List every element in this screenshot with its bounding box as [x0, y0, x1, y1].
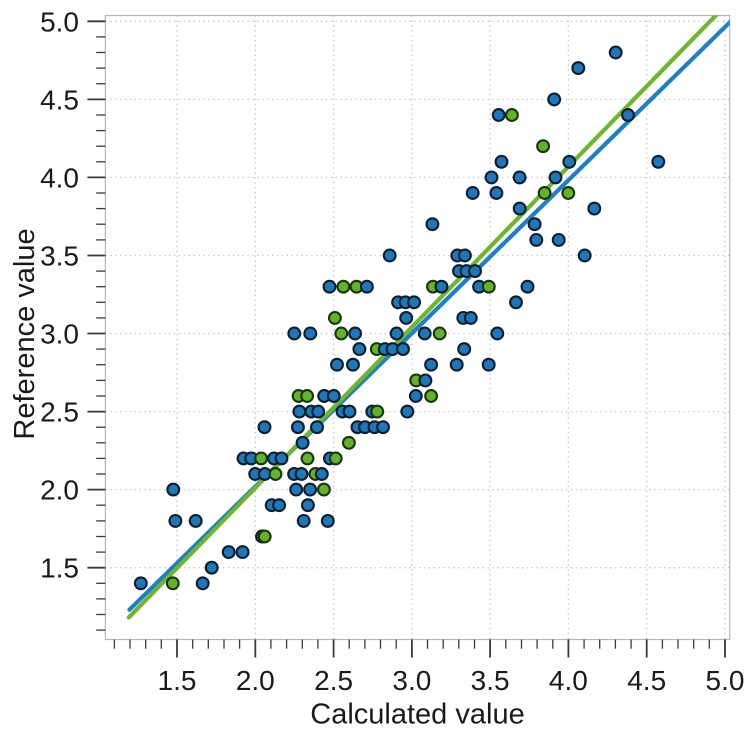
svg-text:5.0: 5.0	[706, 665, 745, 696]
svg-text:Reference value: Reference value	[9, 228, 41, 439]
svg-text:5.0: 5.0	[40, 6, 79, 37]
svg-text:3.5: 3.5	[40, 241, 79, 272]
svg-text:2.0: 2.0	[236, 665, 275, 696]
svg-text:3.5: 3.5	[471, 665, 510, 696]
svg-text:4.5: 4.5	[627, 665, 666, 696]
svg-text:4.0: 4.0	[40, 162, 79, 193]
svg-text:2.5: 2.5	[314, 665, 353, 696]
svg-text:1.5: 1.5	[158, 665, 197, 696]
svg-text:3.0: 3.0	[392, 665, 431, 696]
svg-text:Calculated value: Calculated value	[310, 699, 524, 731]
svg-text:1.5: 1.5	[40, 553, 79, 584]
svg-text:2.0: 2.0	[40, 475, 79, 506]
svg-text:4.5: 4.5	[40, 84, 79, 115]
svg-text:3.0: 3.0	[40, 319, 79, 350]
svg-text:4.0: 4.0	[549, 665, 588, 696]
svg-text:2.5: 2.5	[40, 397, 79, 428]
